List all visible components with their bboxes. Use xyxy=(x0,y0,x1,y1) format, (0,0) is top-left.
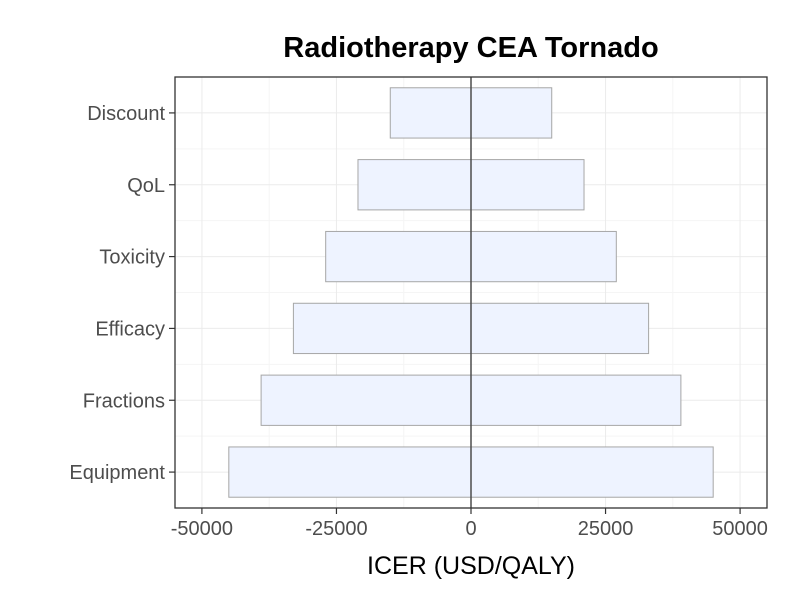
x-tick-label: 0 xyxy=(465,518,476,540)
axes: -50000 -25000 0 25000 50000 Discount QoL Toxici… xyxy=(69,103,768,540)
x-tick-label: 50000 xyxy=(712,518,768,540)
x-axis-title: ICER (USD/QALY) xyxy=(367,552,575,580)
y-tick-label: Discount xyxy=(87,103,165,125)
y-tick-label: Efficacy xyxy=(95,318,165,340)
y-tick-label: QoL xyxy=(127,175,165,197)
y-tick-label: Equipment xyxy=(69,462,165,484)
y-tick-label: Fractions xyxy=(83,390,165,412)
x-tick-label: 25000 xyxy=(578,518,634,540)
x-tick-label: -50000 xyxy=(171,518,233,540)
chart-title: Radiotherapy CEA Tornado xyxy=(283,32,658,64)
x-tick-label: -25000 xyxy=(305,518,367,540)
y-tick-label: Toxicity xyxy=(99,247,165,269)
